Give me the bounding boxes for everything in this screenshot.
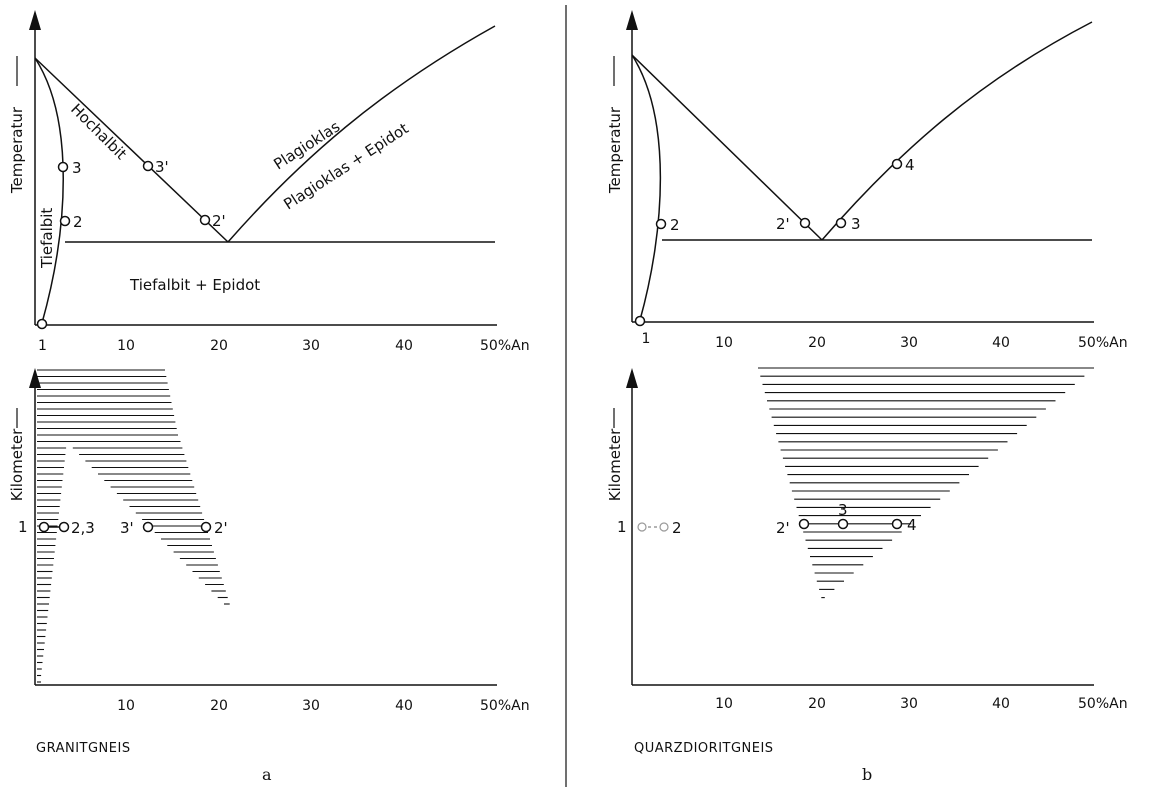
- tick-label: 50%An: [1078, 696, 1128, 712]
- y-axis-label: Temperatur: [606, 106, 624, 194]
- svg-text:2': 2': [776, 215, 790, 233]
- region-label-tiefalbit-epidot: Tiefalbit + Epidot: [129, 276, 260, 294]
- y-axis-label: Kilometer: [8, 428, 26, 501]
- point-label: 2,3: [71, 519, 95, 537]
- tick-label: 30: [302, 338, 320, 354]
- panel-b-temperature-diagram: Temperatur 2 2' 3 4: [606, 10, 1128, 351]
- y-axis-arrow-icon: [29, 10, 41, 30]
- y-axis-label: Kilometer: [606, 428, 624, 501]
- tick-label: 10: [715, 696, 733, 712]
- point-label: 4: [907, 516, 917, 534]
- point-label: 2': [214, 519, 228, 537]
- point-label: 2: [672, 519, 682, 537]
- point-2-3: [58, 521, 70, 533]
- svg-text:3: 3: [851, 215, 861, 233]
- point-2: [659, 522, 669, 532]
- tick-label: 10: [117, 338, 135, 354]
- panel-letter-a: a: [262, 765, 272, 784]
- rock-name-quarzdioritgneis: QUARZDIORITGNEIS: [634, 741, 774, 756]
- y-axis-label: Temperatur: [8, 106, 26, 194]
- hochalbit-boundary: [631, 54, 823, 241]
- point-2: 2: [655, 216, 680, 234]
- tick-label: 50%An: [1078, 335, 1128, 351]
- tick-label: 40: [395, 338, 413, 354]
- region-label-tiefalbit: Tiefalbit: [38, 208, 56, 269]
- point-2: 2: [59, 213, 83, 231]
- tick-label: 40: [992, 335, 1010, 351]
- tick-label: 40: [992, 696, 1010, 712]
- tick-label: 20: [808, 696, 826, 712]
- x-axis-tick-labels: 10 20 30 40 50%An: [117, 338, 529, 354]
- tiefalbit-boundary-curve: [631, 54, 662, 321]
- point-label: 3': [120, 519, 134, 537]
- y-axis-arrow-icon: [626, 10, 638, 30]
- tick-label: 50%An: [480, 698, 530, 714]
- point-label: 1: [18, 518, 28, 536]
- point-3-prime: 3': [142, 158, 169, 176]
- svg-text:1: 1: [38, 338, 47, 354]
- point-2-prime: [200, 521, 212, 533]
- panel-a-depth-diagram: Kilometer 1 2,3 3' 2' 10 20 30 40 50%An: [8, 368, 530, 714]
- panel-b: Temperatur 2 2' 3 4: [606, 10, 1128, 784]
- tick-label: 30: [302, 698, 320, 714]
- point-2-prime: [798, 518, 810, 530]
- point-3: 3: [57, 159, 82, 177]
- point-2-prime: 2': [199, 212, 226, 230]
- svg-text:4: 4: [905, 156, 915, 174]
- plagioklas-boundary: [227, 25, 496, 243]
- x-axis-tick-labels: 10 20 30 40 50%An: [715, 696, 1127, 712]
- tick-label: 20: [808, 335, 826, 351]
- plagioklas-boundary: [821, 21, 1093, 241]
- point-1: [637, 522, 647, 532]
- tick-label: 50%An: [480, 338, 530, 354]
- point-2-prime: 2': [776, 215, 811, 233]
- point-1: [38, 521, 50, 533]
- hatching-band-granitgneis: [37, 369, 230, 683]
- point-3-prime: [142, 521, 154, 533]
- point-label: 2': [776, 519, 790, 537]
- y-axis-arrow-icon: [626, 368, 638, 388]
- panel-letter-b: b: [862, 765, 872, 784]
- tick-label: 1: [642, 331, 651, 347]
- svg-text:2: 2: [670, 216, 680, 234]
- point-4: 4: [891, 156, 915, 174]
- tiefalbit-boundary-curve: [34, 57, 64, 324]
- x-axis-tick-labels: 10 20 30 40 50%An: [117, 698, 529, 714]
- svg-text:3: 3: [72, 159, 82, 177]
- panel-b-depth-diagram: Kilometer 1 2 2' 3 4 10 20 30 40: [606, 367, 1128, 712]
- region-label-hochalbit: Hochalbit: [67, 100, 130, 163]
- depth-points: 1 2 2' 3 4: [617, 501, 917, 537]
- point-label: 3: [838, 501, 848, 519]
- panel-a-temperature-diagram: Temperatur Hochalbit Tiefalbit Plagiokla…: [8, 10, 530, 354]
- tick-label: 20: [210, 338, 228, 354]
- depth-points: 1 2,3 3' 2': [18, 518, 228, 537]
- rock-name-granitgneis: GRANITGNEIS: [36, 741, 131, 756]
- tick-label: 10: [715, 335, 733, 351]
- point-1: [634, 315, 646, 327]
- point-label: 1: [617, 518, 627, 536]
- svg-text:2': 2': [212, 212, 226, 230]
- tick-label: 20: [210, 698, 228, 714]
- panel-a: Temperatur Hochalbit Tiefalbit Plagiokla…: [8, 10, 530, 784]
- hatching-band-quarzdioritgneis: [758, 367, 1094, 599]
- tick-label: 10: [117, 698, 135, 714]
- point-1: 1: [36, 318, 48, 354]
- point-3: 3: [835, 215, 861, 233]
- hochalbit-boundary: [34, 57, 229, 243]
- tick-label: 30: [900, 696, 918, 712]
- y-axis-arrow-icon: [29, 368, 41, 388]
- point-4: [891, 518, 903, 530]
- tick-label: 30: [900, 335, 918, 351]
- x-axis-tick-labels: 1 10 20 30 40 50%An: [642, 331, 1128, 351]
- point-3: [837, 518, 849, 530]
- svg-text:3': 3': [155, 158, 169, 176]
- tick-label: 40: [395, 698, 413, 714]
- svg-text:2: 2: [73, 213, 83, 231]
